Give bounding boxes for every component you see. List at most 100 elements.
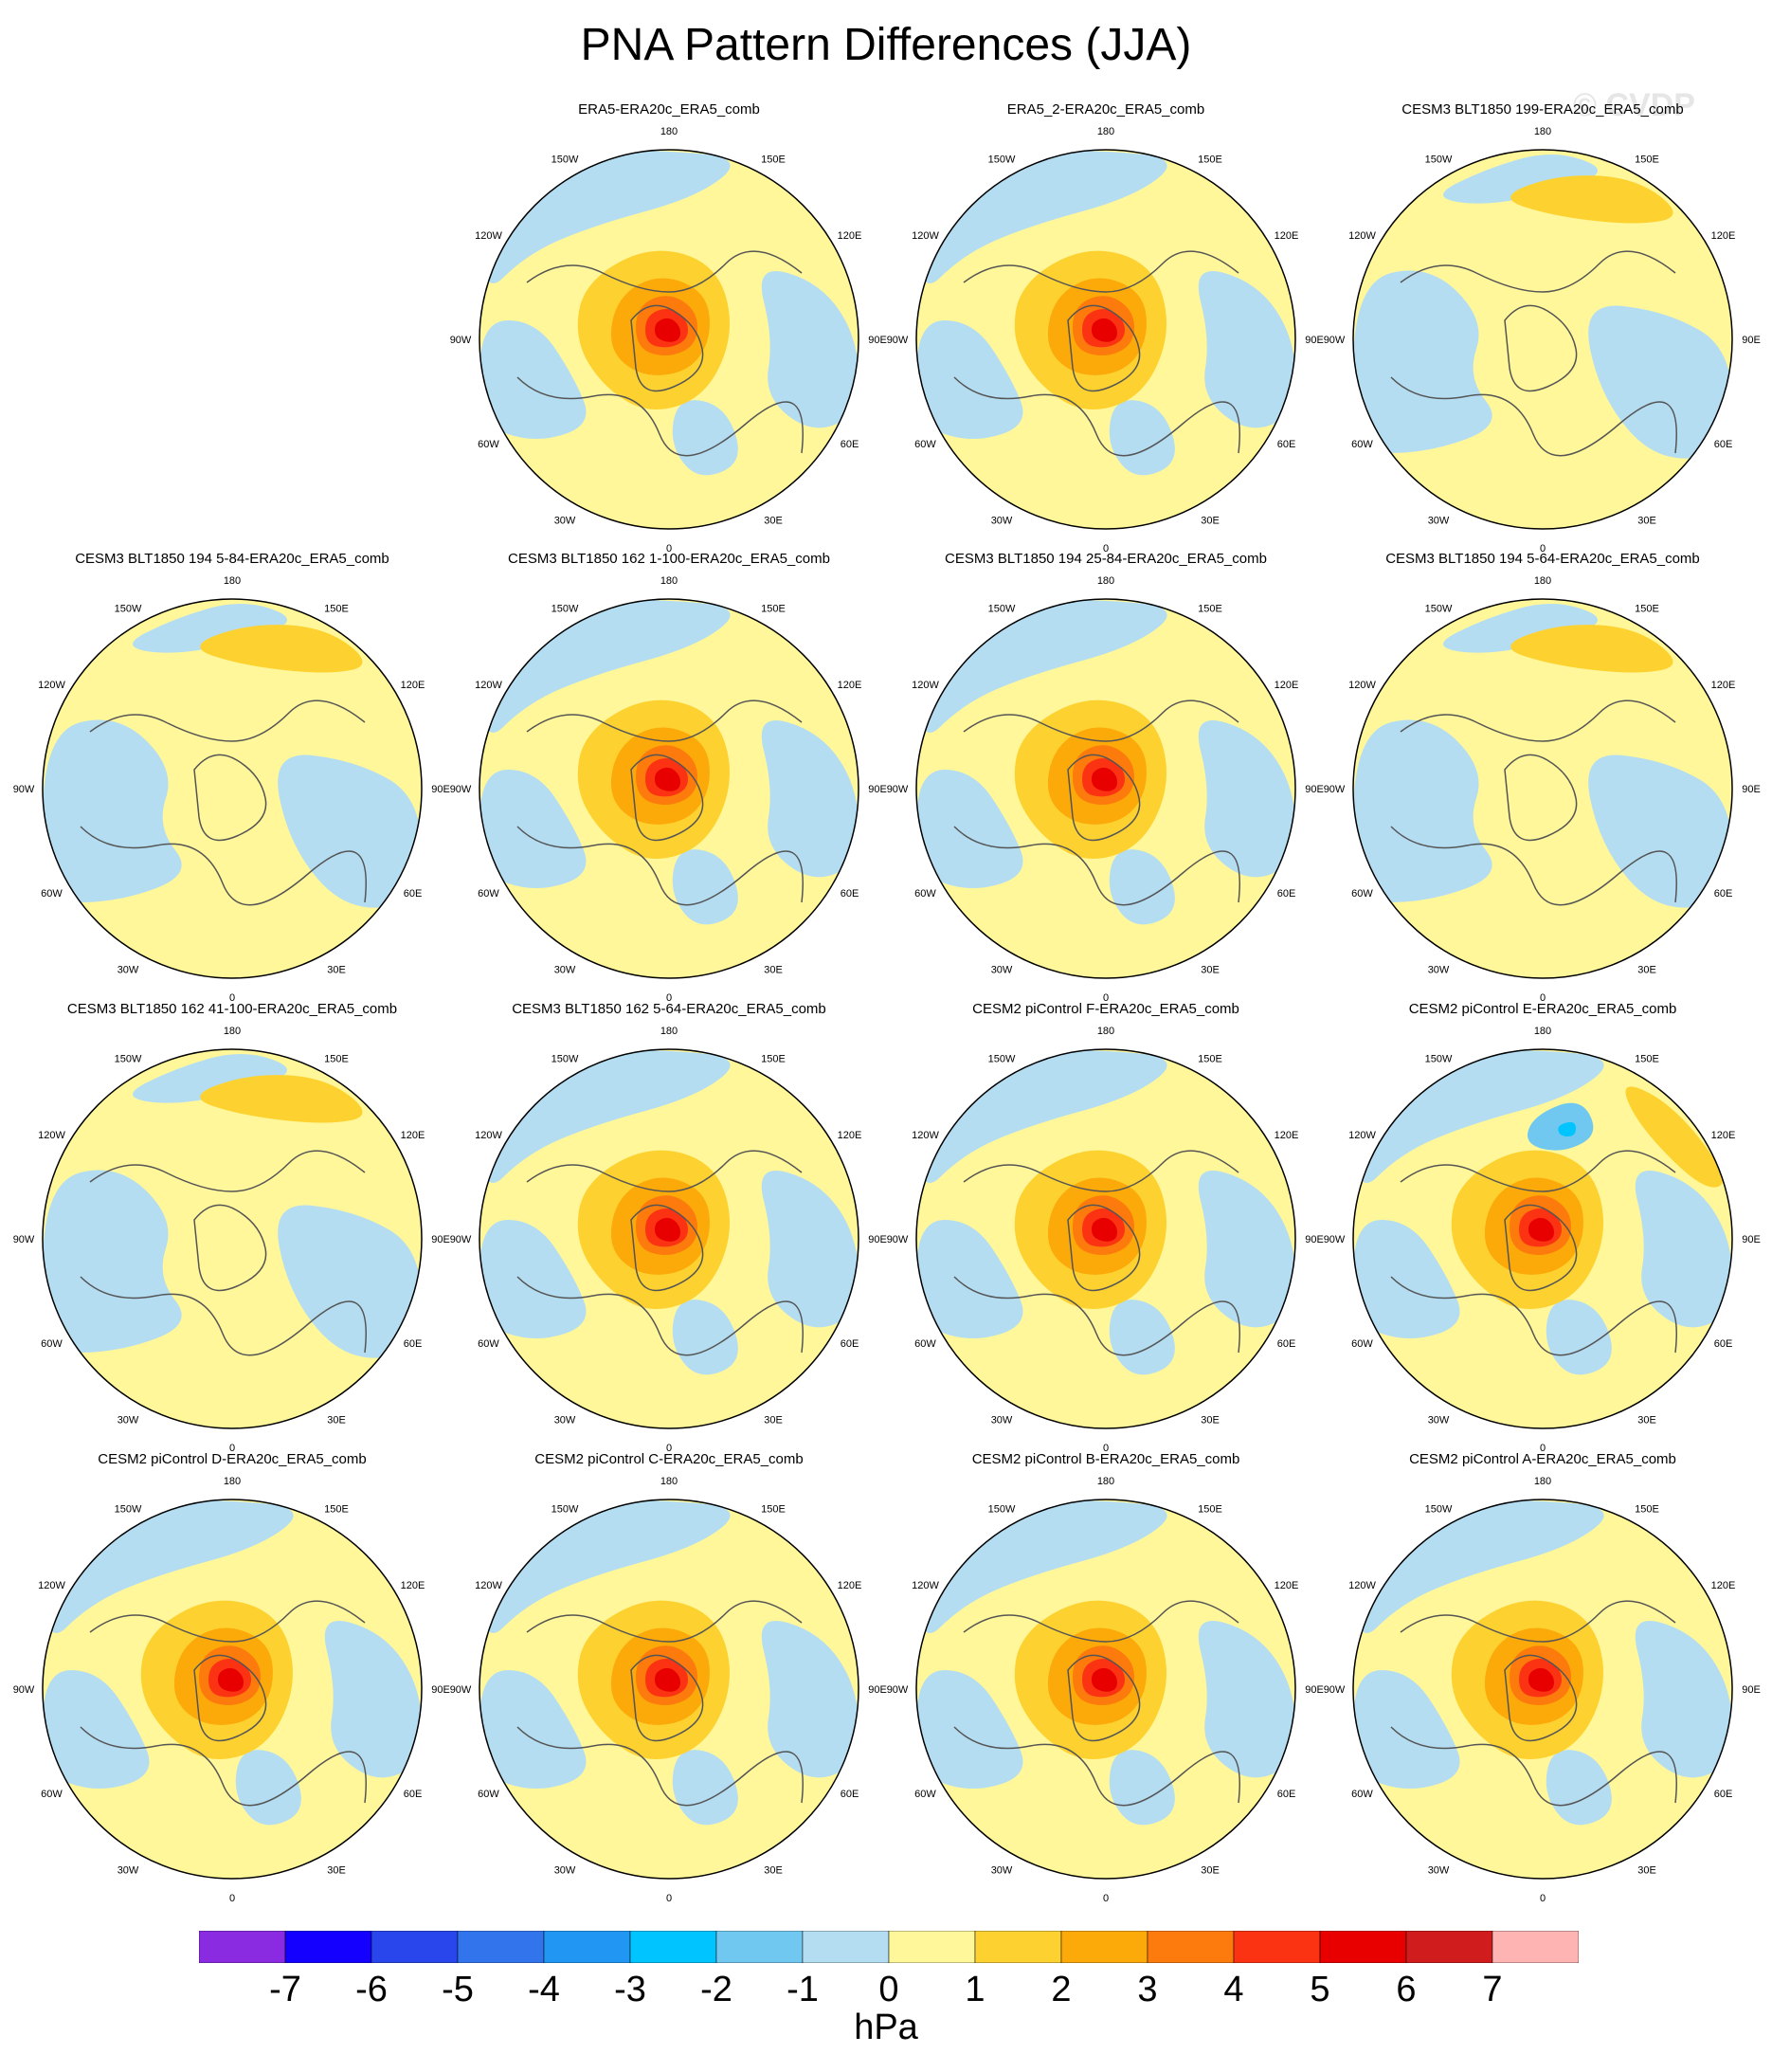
panel-title: ERA5_2-ERA20c_ERA5_comb <box>1007 101 1204 118</box>
longitude-label: 60W <box>478 1789 499 1800</box>
longitude-label: 90E <box>1305 784 1324 795</box>
longitude-label: 30E <box>764 516 783 527</box>
longitude-label: 180 <box>1097 1026 1114 1037</box>
longitude-label: 150E <box>761 154 786 165</box>
longitude-label: 60E <box>404 888 423 900</box>
longitude-label: 180 <box>1534 126 1551 137</box>
longitude-label: 120E <box>401 1130 425 1141</box>
longitude-label: 90E <box>1305 1684 1324 1696</box>
longitude-label: 0 <box>1103 543 1109 554</box>
longitude-label: 30W <box>118 965 139 976</box>
map-panel: ERA5-ERA20c_ERA5_comb 180 150E 120E 90E 60E 30… <box>450 101 887 554</box>
colorbar-tick-label: -2 <box>700 1970 732 2009</box>
colorbar-labels: -7 -6 -5 -4 -3 -2 -1 0 1 2 3 4 5 6 7 <box>0 1970 1772 2011</box>
longitude-label: 180 <box>224 1026 241 1037</box>
longitude-label: 60E <box>1277 1338 1296 1350</box>
colorbar-tick-label: -5 <box>442 1970 474 2009</box>
longitude-label: 120W <box>475 1580 502 1591</box>
colorbar-swatch <box>1405 1931 1493 1963</box>
longitude-label: 120E <box>1711 1130 1736 1141</box>
longitude-label: 150E <box>1198 154 1222 165</box>
colorbar-unit: hPa <box>854 2008 918 2047</box>
longitude-label: 180 <box>1097 126 1114 137</box>
longitude-label: 90E <box>1742 1234 1761 1245</box>
longitude-label: 90W <box>1324 335 1346 346</box>
map-panel: CESM3 BLT1850 162 5-64-ERA20c_ERA5_comb 1… <box>450 1001 887 1454</box>
longitude-label: 90W <box>13 1684 35 1696</box>
longitude-label: 150W <box>1425 603 1453 614</box>
longitude-label: 180 <box>1097 1476 1114 1487</box>
map-panel: CESM3 BLT1850 194 5-64-ERA20c_ERA5_comb 1… <box>1324 551 1761 1004</box>
longitude-label: 180 <box>1534 1026 1551 1037</box>
longitude-label: 30W <box>991 516 1013 527</box>
longitude-label: 60E <box>1714 439 1733 450</box>
longitude-label: 120W <box>912 1580 939 1591</box>
longitude-label: 90E <box>1742 1684 1761 1696</box>
longitude-label: 150E <box>324 603 349 614</box>
longitude-label: 150W <box>1425 154 1453 165</box>
longitude-label: 90W <box>450 784 472 795</box>
longitude-label: 150E <box>1635 603 1659 614</box>
longitude-label: 90E <box>1742 784 1761 795</box>
longitude-label: 60W <box>41 888 63 900</box>
longitude-label: 30W <box>118 1415 139 1427</box>
longitude-label: 60W <box>41 1789 63 1800</box>
longitude-label: 180 <box>660 1476 678 1487</box>
longitude-label: 90E <box>1305 1234 1324 1245</box>
longitude-label: 180 <box>660 1026 678 1037</box>
colorbar-tick-label: -6 <box>355 1970 388 2009</box>
longitude-label: 120W <box>475 230 502 242</box>
longitude-label: 60W <box>914 1338 936 1350</box>
longitude-label: 30W <box>991 1415 1013 1427</box>
longitude-label: 120E <box>1275 1130 1299 1141</box>
longitude-label: 150W <box>551 1053 579 1064</box>
longitude-label: 150W <box>551 1503 579 1515</box>
longitude-label: 120W <box>912 680 939 691</box>
panel-title: CESM2 piControl D-ERA20c_ERA5_comb <box>98 1451 366 1467</box>
watermark: © CVDP <box>1573 87 1695 123</box>
longitude-label: 120W <box>38 680 65 691</box>
longitude-label: 150W <box>988 1053 1016 1064</box>
longitude-label: 30W <box>1428 965 1450 976</box>
longitude-label: 150W <box>551 154 579 165</box>
longitude-label: 0 <box>1540 1443 1546 1454</box>
longitude-label: 150E <box>761 1053 786 1064</box>
longitude-label: 60W <box>41 1338 63 1350</box>
longitude-label: 150W <box>988 603 1016 614</box>
panel-title: CESM3 BLT1850 194 5-64-ERA20c_ERA5_comb <box>1385 551 1700 567</box>
longitude-label: 0 <box>666 992 672 1004</box>
longitude-label: 60W <box>478 1338 499 1350</box>
longitude-label: 30W <box>1428 516 1450 527</box>
colorbar-swatch <box>199 1931 286 1963</box>
longitude-label: 120W <box>1348 1130 1376 1141</box>
longitude-label: 60E <box>1714 888 1733 900</box>
longitude-label: 90E <box>868 784 887 795</box>
longitude-label: 150W <box>1425 1503 1453 1515</box>
longitude-label: 120E <box>1711 1580 1736 1591</box>
longitude-label: 120E <box>1711 230 1736 242</box>
longitude-label: 120E <box>1711 680 1736 691</box>
longitude-label: 30E <box>1637 965 1656 976</box>
colorbar-swatch <box>715 1931 804 1963</box>
longitude-label: 60E <box>841 1338 859 1350</box>
colorbar-swatch <box>543 1931 631 1963</box>
longitude-label: 0 <box>1103 992 1109 1004</box>
longitude-label: 30W <box>554 965 576 976</box>
longitude-label: 90E <box>868 335 887 346</box>
colorbar-swatch <box>1147 1931 1235 1963</box>
longitude-label: 30E <box>1201 1415 1220 1427</box>
longitude-label: 60E <box>841 439 859 450</box>
longitude-label: 90W <box>1324 1234 1346 1245</box>
longitude-label: 120W <box>1348 1580 1376 1591</box>
longitude-label: 120W <box>1348 230 1376 242</box>
colorbar-swatch <box>1060 1931 1148 1963</box>
longitude-label: 120E <box>838 680 862 691</box>
longitude-label: 30E <box>327 965 346 976</box>
longitude-label: 120E <box>1275 1580 1299 1591</box>
figure-title: PNA Pattern Differences (JJA) <box>580 20 1192 70</box>
longitude-label: 150E <box>1635 154 1659 165</box>
panel-title: CESM2 piControl A-ERA20c_ERA5_comb <box>1409 1451 1676 1467</box>
longitude-label: 90W <box>1324 784 1346 795</box>
longitude-label: 120W <box>1348 680 1376 691</box>
colorbar-tick-label: 3 <box>1137 1970 1158 2009</box>
